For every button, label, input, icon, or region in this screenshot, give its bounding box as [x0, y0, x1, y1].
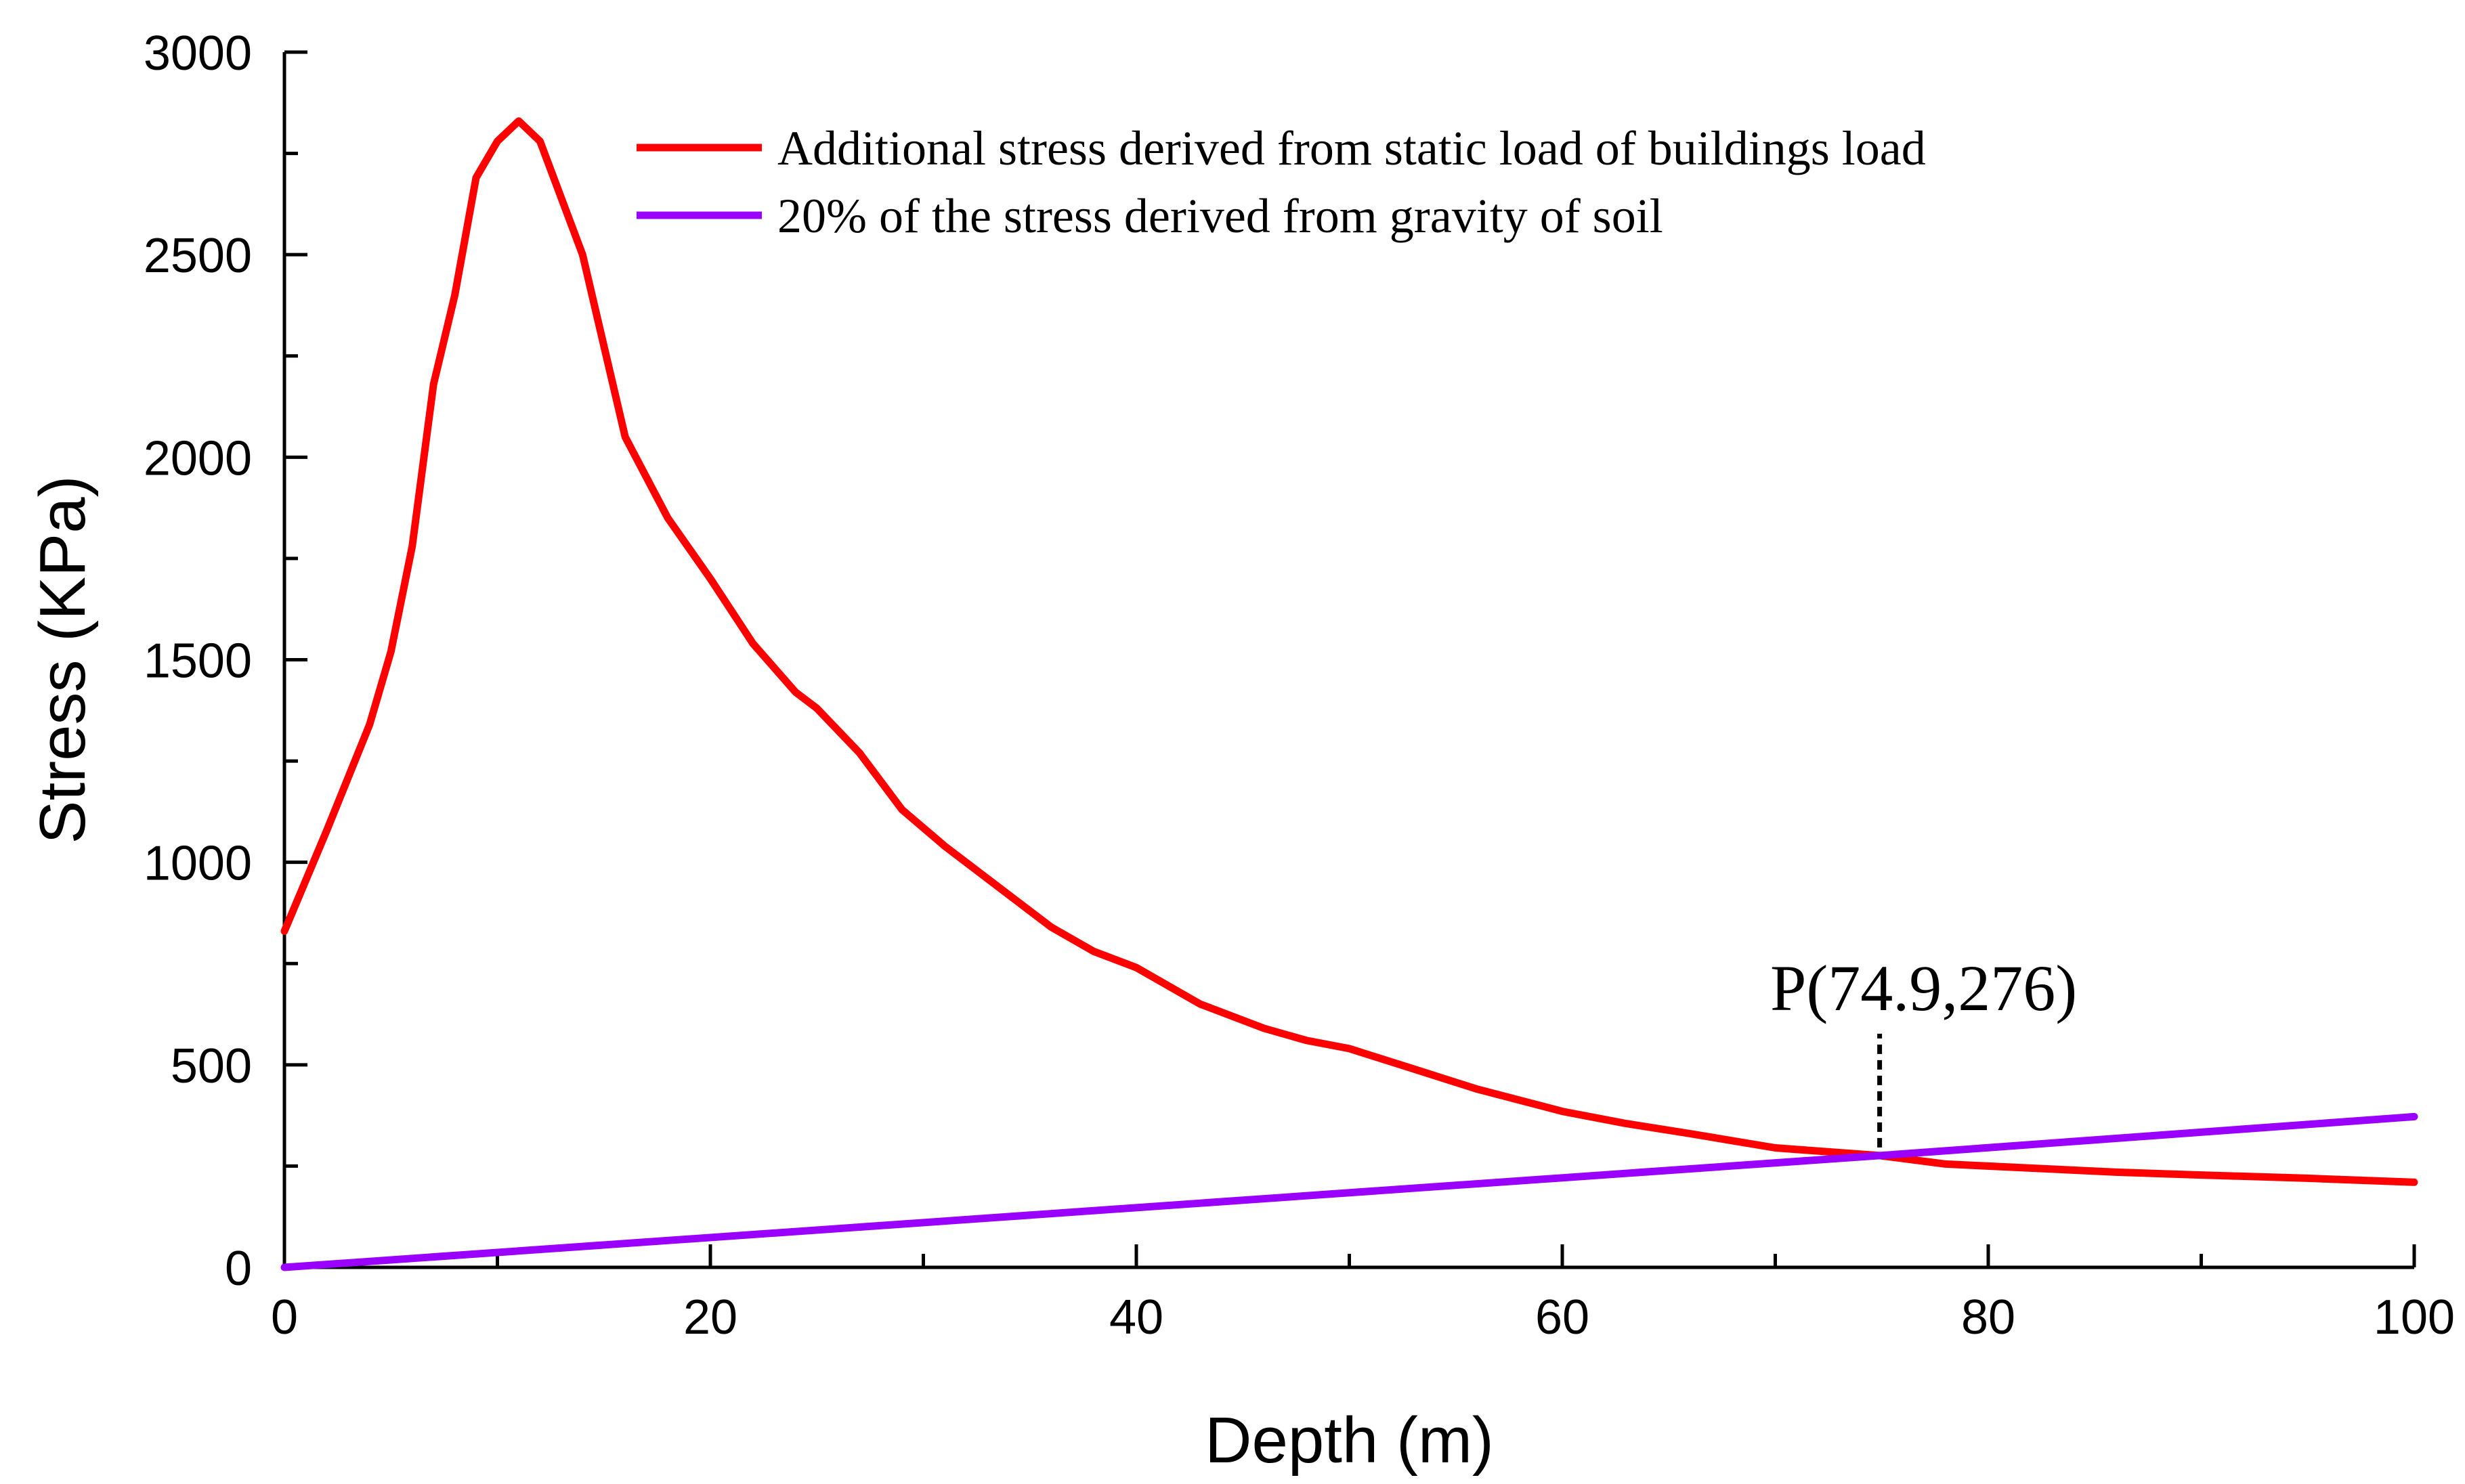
- x-tick-label: 0: [271, 1290, 298, 1345]
- series-layer: [280, 117, 2418, 1271]
- x-tick-label: 60: [1535, 1290, 1589, 1345]
- y-tick-label: 1500: [144, 634, 252, 689]
- y-ticks: 0 500 1000 1500 2000 2500 3000: [144, 26, 307, 1296]
- y-tick-label: 0: [225, 1242, 252, 1296]
- y-tick-label: 1000: [144, 837, 252, 891]
- x-ticks: 0 20 40 60 80 100: [271, 1244, 2455, 1345]
- y-axis-title: Stress (KPa): [26, 475, 99, 844]
- x-axis-title: Depth (m): [1205, 1404, 1494, 1477]
- x-tick-label: 20: [683, 1290, 737, 1345]
- x-tick-label: 40: [1109, 1290, 1163, 1345]
- x-tick-label: 100: [2374, 1290, 2455, 1345]
- x-tick-label: 80: [1961, 1290, 2015, 1345]
- legend: Additional stress derived from static lo…: [637, 121, 1926, 243]
- annotation-layer: P(74.9,276): [1770, 952, 2077, 1148]
- y-tick-label: 3000: [144, 26, 252, 81]
- y-tick-label: 2000: [144, 431, 252, 485]
- annotation-label: P(74.9,276): [1770, 952, 2077, 1024]
- y-tick-label: 2500: [144, 229, 252, 283]
- legend-label-gravity-stress: 20% of the stress derived from gravity o…: [777, 189, 1663, 243]
- legend-label-additional-stress: Additional stress derived from static lo…: [777, 121, 1926, 175]
- y-tick-label: 500: [171, 1039, 252, 1093]
- series-line-additional-stress: [280, 117, 2418, 1186]
- series-line-gravity-stress: [280, 1112, 2418, 1271]
